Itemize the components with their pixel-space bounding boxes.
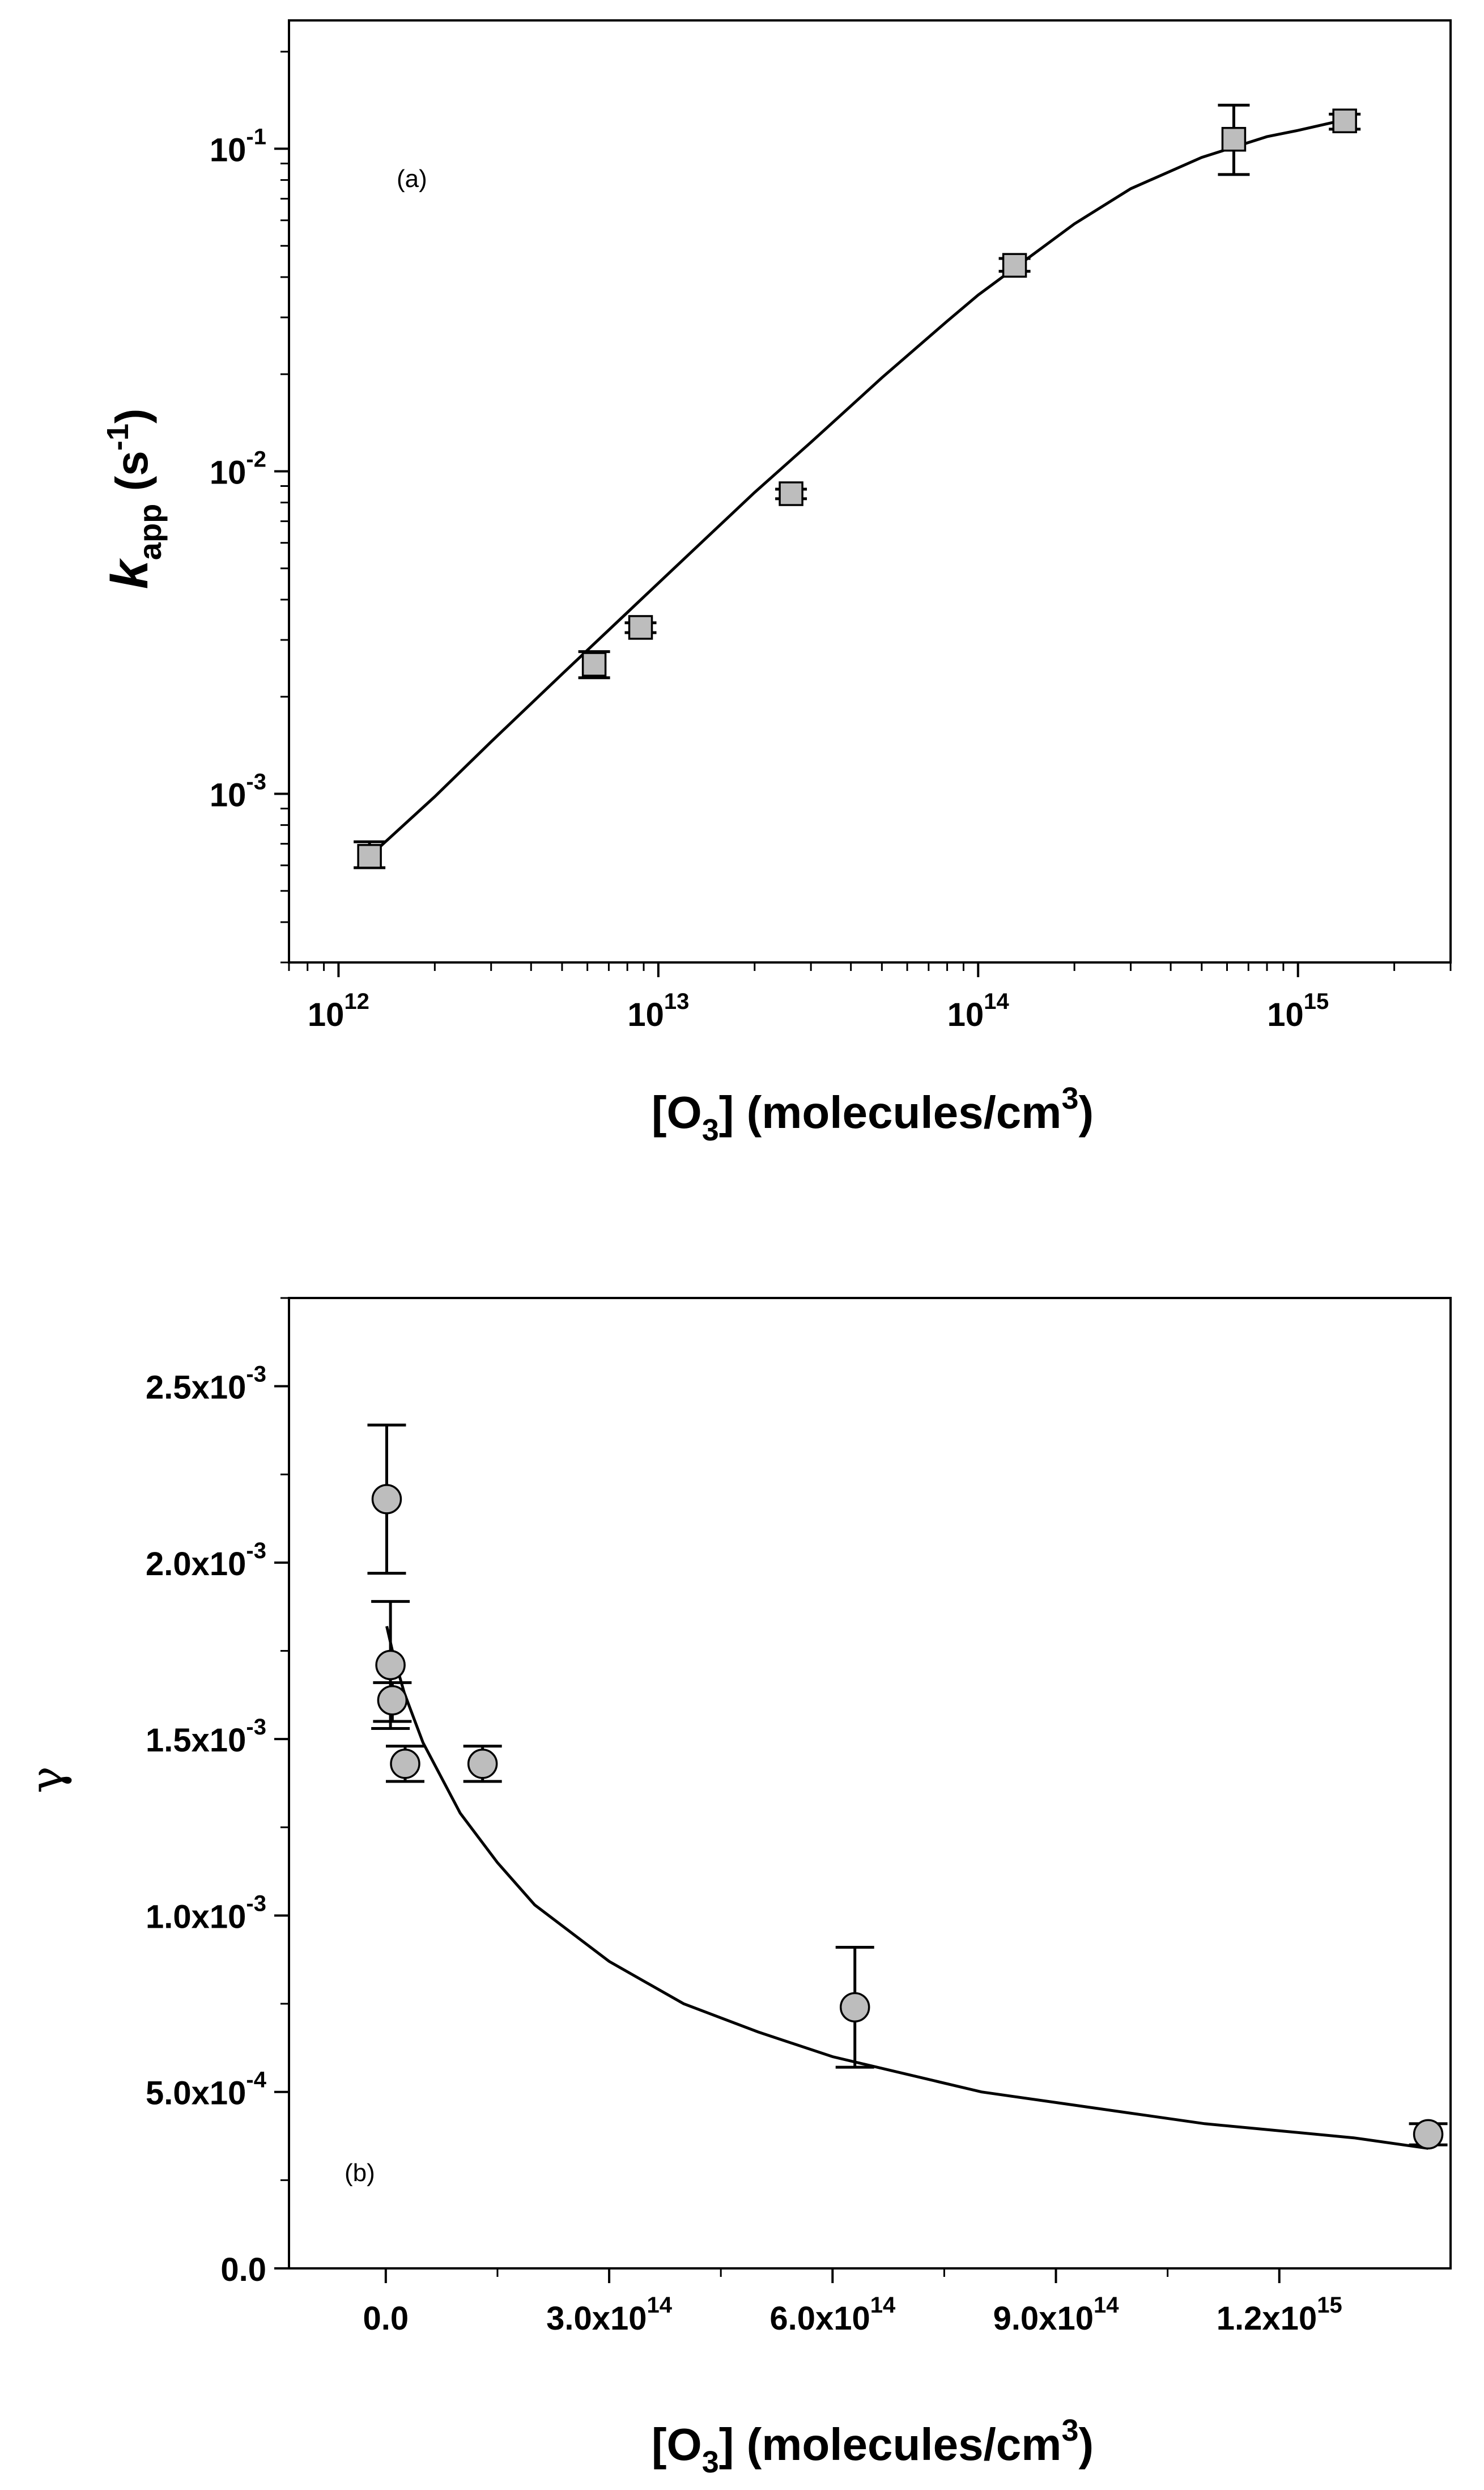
circle-marker: [371, 1484, 402, 1515]
y-tick-label-b: 1.5x10-3: [146, 1715, 266, 1759]
data-point-a: [998, 253, 1031, 278]
y-tick-label-a: 10-3: [210, 769, 266, 813]
panel-label-b: (b): [345, 2159, 375, 2187]
circle-marker: [467, 1749, 498, 1779]
y-tick-label-b: 0.0: [220, 2251, 266, 2288]
y-tick-label-b: 1.0x10-3: [146, 1891, 266, 1935]
x-tick-label-b: 0.0: [363, 2300, 409, 2337]
circle-marker: [1413, 2119, 1444, 2150]
fit-curve-b: [385, 1626, 1428, 2150]
y-tick-label-b: 5.0x10-4: [146, 2068, 267, 2112]
x-tick-label-a: 1015: [1267, 989, 1329, 1033]
y-axis-title-a: kapp (s-1): [101, 409, 168, 589]
circle-marker: [390, 1749, 420, 1779]
data-point-b: [835, 1945, 874, 2069]
y-tick-label-a: 10-1: [210, 124, 266, 168]
square-marker: [779, 481, 803, 506]
x-axis-title-a: [O3] (molecules/cm3): [652, 1081, 1094, 1147]
plot-area-frame-b: [288, 1297, 1452, 2270]
x-ticks-a: 1012 1013 1014 1015: [308, 962, 1329, 1033]
data-point-a: [578, 650, 610, 680]
data-points-b: [367, 1423, 1448, 2150]
y-ticks-a: 10-3 10-2 10-1: [210, 124, 289, 813]
x-tick-label-b: 1.2x1015: [1217, 2293, 1342, 2337]
x-tick-label-a: 1014: [947, 989, 1010, 1033]
x-tick-label-b: 6.0x1014: [769, 2293, 896, 2337]
y-tick-label-a: 10-2: [210, 447, 266, 491]
circle-marker: [375, 1649, 406, 1681]
square-marker: [1332, 108, 1357, 134]
fit-curve-a: [368, 118, 1345, 858]
data-point-a: [354, 840, 386, 869]
chart-panel-a: 1012 1013 1014 1015 10-3 10-2 10-1 (a) [O3] (…: [101, 19, 1452, 1147]
chart-panel-b: 0.0 3.0x1014 6.0x1014 9.0x1014 1.2x1015 0.0 5…: [20, 1297, 1452, 2479]
data-point-b: [386, 1745, 424, 1783]
data-point-b: [367, 1423, 406, 1575]
square-marker: [1002, 253, 1027, 278]
data-point-a: [1218, 104, 1250, 176]
y-axis-title-b: γ: [20, 1766, 73, 1793]
circle-marker: [377, 1685, 408, 1716]
data-point-a: [1329, 108, 1361, 134]
x-axis-title-b: [O3] (molecules/cm3): [652, 2413, 1094, 2479]
panel-label-a: (a): [397, 165, 427, 193]
data-point-a: [775, 481, 807, 506]
square-marker: [1221, 126, 1247, 152]
data-point-a: [624, 615, 657, 640]
data-points-a: [354, 104, 1361, 869]
y-tick-label-b: 2.0x10-3: [146, 1538, 266, 1583]
square-marker: [628, 615, 653, 640]
data-point-b: [1409, 2119, 1448, 2150]
plot-area-frame-a: [288, 19, 1452, 964]
x-tick-label-a: 1012: [308, 989, 369, 1033]
x-ticks-b: 0.0 3.0x1014 6.0x1014 9.0x1014 1.2x1015: [363, 2268, 1342, 2337]
x-tick-label-b: 9.0x1014: [993, 2293, 1120, 2337]
data-point-b: [373, 1681, 412, 1723]
y-tick-label-b: 2.5x10-3: [146, 1362, 266, 1406]
data-point-b: [371, 1600, 410, 1730]
square-marker: [357, 844, 382, 869]
y-ticks-b: 0.0 5.0x10-4 1.0x10-3 1.5x10-3 2.0x10-3 2.5x1…: [146, 1297, 289, 2288]
x-tick-label-a: 1013: [627, 989, 689, 1033]
circle-marker: [839, 1992, 870, 2023]
square-marker: [581, 652, 607, 677]
minor-ticks-a: [280, 50, 1452, 971]
x-tick-label-b: 3.0x1014: [546, 2293, 673, 2337]
data-point-b: [463, 1745, 502, 1783]
